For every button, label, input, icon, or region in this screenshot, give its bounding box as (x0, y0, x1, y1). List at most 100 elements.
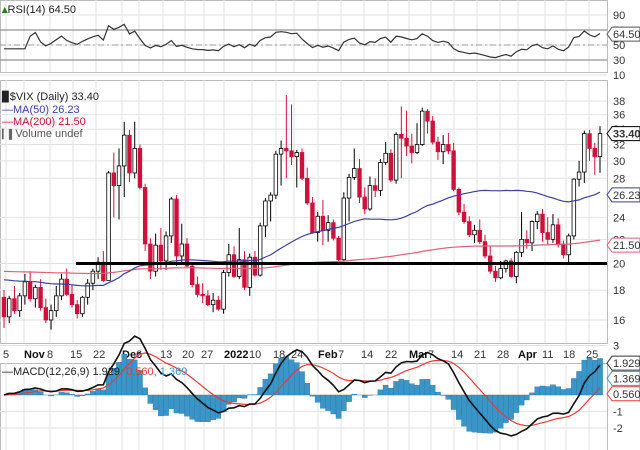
candle-body[interactable] (299, 152, 305, 179)
candle-body[interactable] (158, 244, 164, 262)
candle-body[interactable] (142, 187, 148, 245)
candle-body[interactable] (148, 243, 153, 272)
candle-body[interactable] (352, 168, 357, 178)
candle-body[interactable] (372, 185, 378, 191)
candle-body[interactable] (456, 188, 462, 213)
candle-body[interactable] (341, 197, 347, 261)
candle-body[interactable] (74, 304, 80, 315)
candle-body[interactable] (54, 295, 59, 312)
candle-body[interactable] (414, 144, 420, 153)
candle-body[interactable] (451, 150, 456, 190)
candle-body[interactable] (493, 270, 498, 279)
candle-body[interactable] (310, 202, 315, 233)
candle-body[interactable] (545, 232, 550, 240)
candle-body[interactable] (231, 254, 237, 277)
candle-body[interactable] (529, 221, 535, 244)
candle-body[interactable] (263, 200, 268, 227)
candle-body[interactable] (498, 268, 503, 279)
candle-body[interactable] (540, 213, 545, 233)
candle-body[interactable] (27, 281, 33, 300)
candle-body[interactable] (461, 211, 467, 222)
candle-body[interactable] (472, 229, 477, 236)
candle-body[interactable] (305, 177, 310, 204)
candle-body[interactable] (467, 221, 472, 236)
candle-body[interactable] (440, 144, 446, 153)
candle-body[interactable] (582, 133, 587, 173)
candle-body[interactable] (80, 296, 85, 315)
candle-body[interactable] (597, 133, 603, 158)
candle-body[interactable] (435, 141, 441, 153)
candle-body[interactable] (64, 278, 69, 295)
candle-body[interactable] (257, 225, 263, 276)
candle-body[interactable] (383, 152, 388, 163)
candle-body[interactable] (399, 133, 404, 139)
candle-body[interactable] (561, 243, 566, 256)
candle-body[interactable] (508, 260, 514, 277)
candle-body[interactable] (153, 244, 158, 272)
candle-body[interactable] (221, 272, 226, 310)
candle-body[interactable] (477, 229, 482, 243)
candle-body[interactable] (420, 110, 425, 145)
candle-body[interactable] (294, 152, 299, 158)
candle-body[interactable] (571, 178, 577, 237)
candle-body[interactable] (278, 148, 284, 155)
candle-body[interactable] (346, 176, 352, 199)
candle-body[interactable] (1, 296, 7, 318)
candle-body[interactable] (430, 120, 435, 143)
candle-body[interactable] (190, 265, 195, 285)
candle-body[interactable] (12, 298, 17, 312)
candle-body[interactable] (284, 148, 289, 152)
candle-body[interactable] (210, 299, 216, 306)
candle-body[interactable] (566, 235, 571, 256)
candle-body[interactable] (200, 294, 205, 297)
candle-body[interactable] (320, 215, 326, 231)
candle-body[interactable] (69, 294, 75, 306)
candle-body[interactable] (592, 148, 597, 158)
candle-body[interactable] (122, 134, 127, 167)
candle-body[interactable] (404, 137, 409, 147)
candle-body[interactable] (59, 278, 64, 297)
candle-body[interactable] (357, 168, 362, 198)
candle-body[interactable] (576, 171, 582, 180)
candle-body[interactable] (205, 295, 211, 306)
candle-body[interactable] (38, 286, 43, 309)
candle-body[interactable] (331, 222, 336, 239)
candle-body[interactable] (409, 145, 414, 153)
candle-body[interactable] (90, 270, 96, 284)
candle-body[interactable] (388, 152, 394, 181)
candle-body[interactable] (336, 237, 341, 261)
candle-body[interactable] (550, 224, 556, 240)
candle-body[interactable] (393, 133, 399, 181)
candle-body[interactable] (273, 153, 279, 196)
candle-body[interactable] (587, 133, 592, 149)
candle-body[interactable] (48, 310, 54, 321)
candle-body[interactable] (378, 162, 383, 191)
candle-body[interactable] (33, 286, 38, 300)
candle-body[interactable] (7, 298, 12, 318)
candle-body[interactable] (242, 259, 247, 288)
candle-body[interactable] (17, 295, 22, 312)
candle-body[interactable] (127, 134, 132, 174)
candle-body[interactable] (111, 172, 116, 187)
candle-body[interactable] (132, 148, 137, 174)
candle-body[interactable] (137, 148, 143, 188)
candle-body[interactable] (325, 222, 331, 231)
candle-body[interactable] (163, 235, 169, 262)
candle-body[interactable] (106, 172, 111, 281)
candle-body[interactable] (195, 284, 200, 295)
candle-body[interactable] (116, 165, 122, 187)
candle-body[interactable] (315, 215, 320, 233)
candle-body[interactable] (216, 299, 221, 310)
candle-body[interactable] (362, 196, 367, 210)
candle-body[interactable] (43, 307, 49, 321)
candle-body[interactable] (252, 256, 258, 276)
candle-body[interactable] (268, 194, 273, 202)
candle-body[interactable] (367, 185, 373, 210)
candle-body[interactable] (174, 198, 179, 257)
candle-body[interactable] (85, 282, 90, 298)
candle-body[interactable] (169, 198, 174, 237)
candle-body[interactable] (535, 213, 540, 222)
candle-body[interactable] (425, 110, 430, 122)
candle-body[interactable] (179, 243, 184, 257)
